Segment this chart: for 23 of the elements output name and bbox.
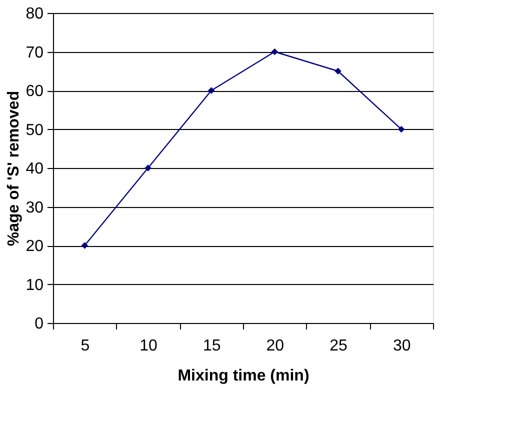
y-tick-label: 20 (26, 238, 44, 255)
x-axis-title: Mixing time (min) (178, 368, 310, 384)
y-tick-label: 60 (26, 83, 44, 100)
x-tick-label: 10 (140, 338, 158, 354)
x-tick-label: 5 (80, 338, 90, 354)
x-tick-label: 15 (202, 338, 221, 354)
y-tick-label: 70 (26, 44, 44, 62)
x-tick-label: 30 (392, 338, 411, 354)
point (144, 164, 152, 172)
y-tick-label: 50 (26, 122, 44, 139)
y-tick-label: 10 (26, 276, 44, 294)
point (398, 126, 405, 133)
x-tick-label: 25 (330, 338, 348, 354)
y-tick-label: 40 (26, 160, 44, 178)
y-axis-title: %age of 'S' removed (6, 90, 23, 246)
y-tick-label: 30 (26, 199, 44, 216)
point (208, 87, 215, 94)
point (271, 48, 278, 56)
x-tick-label: 20 (266, 338, 284, 354)
point (81, 242, 88, 249)
y-tick-label: 0 (34, 316, 44, 332)
y-tick-label: 80 (26, 6, 44, 22)
point (334, 68, 342, 74)
